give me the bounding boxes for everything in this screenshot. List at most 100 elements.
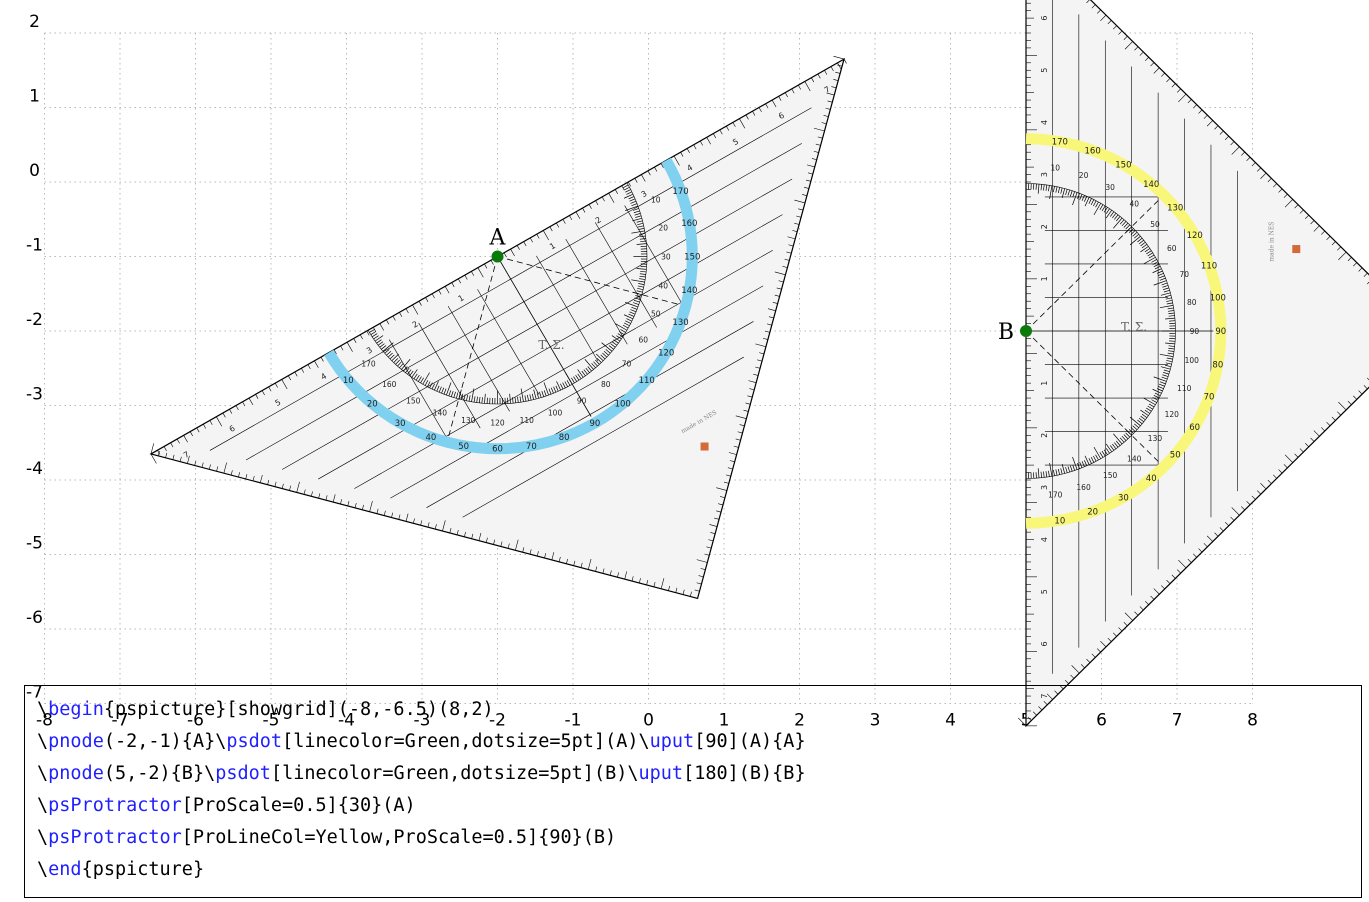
scale-tick	[485, 537, 488, 543]
degree-tick	[640, 240, 647, 243]
scale-tick	[1278, 188, 1283, 193]
scale-tick	[359, 334, 363, 340]
degree-tick	[401, 358, 411, 370]
x-tick-label: 1	[719, 711, 730, 731]
degree-tick	[1153, 280, 1167, 286]
made-in-label: made in NES	[1269, 222, 1276, 262]
degree-tick	[1163, 372, 1170, 375]
scale-tick	[289, 485, 292, 491]
scale-tick	[726, 125, 730, 131]
degree-tick	[1154, 392, 1161, 396]
scale-tick	[813, 127, 825, 132]
ruler-number: 5	[731, 137, 740, 147]
degree-tick	[637, 288, 644, 291]
scale-tick	[189, 431, 193, 437]
scale-tick	[771, 99, 777, 108]
degree-tick	[517, 396, 519, 403]
scale-tick	[1299, 448, 1304, 453]
degree-tick	[1166, 302, 1173, 305]
degree-tick	[405, 367, 410, 373]
ruler-number: 5	[1040, 68, 1049, 73]
degree-tick	[519, 396, 522, 403]
scale-tick	[1144, 57, 1149, 62]
degree-tick	[1128, 228, 1134, 233]
degree-tick	[1163, 369, 1170, 372]
code-text: [180](B){B}	[683, 763, 806, 784]
scale-tick	[1100, 640, 1107, 648]
scale-tick	[647, 170, 651, 176]
scale-tick	[157, 450, 161, 455]
degree-tick	[555, 385, 559, 392]
scale-tick	[318, 493, 321, 499]
degree-tick	[1105, 209, 1113, 219]
degree-tick	[543, 382, 549, 396]
degree-label-inner: 100	[1185, 356, 1200, 365]
degree-tick	[623, 322, 630, 327]
scale-tick	[680, 152, 684, 157]
degree-label-inner: 110	[1177, 384, 1192, 393]
code-text: [90](A){A}	[694, 731, 806, 752]
degree-label-inner: 170	[361, 359, 376, 368]
scale-tick	[179, 456, 182, 462]
scale-tick	[786, 251, 792, 254]
scale-tick	[778, 96, 782, 101]
degree-tick	[629, 311, 636, 315]
scale-tick	[1091, 653, 1096, 658]
degree-tick	[1057, 468, 1060, 475]
scale-tick	[802, 194, 808, 197]
scale-tick	[1038, 706, 1043, 711]
degree-tick	[387, 352, 393, 358]
degree-tick	[413, 373, 418, 379]
scale-tick	[806, 164, 815, 168]
scale-tick	[369, 501, 373, 512]
degree-tick	[1088, 458, 1092, 464]
scale-tick	[1299, 209, 1304, 214]
x-tick-label: 8	[1247, 711, 1258, 731]
scale-tick	[1203, 114, 1208, 119]
degree-label-inner: 100	[548, 409, 563, 418]
scale-tick	[1059, 685, 1064, 690]
degree-tick	[1168, 310, 1175, 312]
degree-tick	[1158, 383, 1165, 387]
x-tick-label: 6	[1096, 711, 1107, 731]
scale-tick	[634, 178, 638, 183]
degree-tick	[560, 383, 564, 390]
ruler-number: 4	[319, 372, 328, 382]
scale-tick	[1305, 214, 1309, 219]
degree-tick	[630, 309, 637, 313]
degree-tick	[615, 182, 628, 190]
x-tick-label: -2	[489, 711, 506, 731]
scale-tick	[811, 158, 817, 161]
scale-tick	[194, 460, 197, 466]
degree-tick	[634, 297, 641, 300]
scale-tick	[696, 582, 702, 585]
degree-label-inner: 110	[520, 416, 535, 425]
scale-tick	[493, 539, 496, 545]
scale-tick	[1251, 162, 1256, 167]
degree-tick	[438, 386, 442, 393]
degree-tick	[1069, 190, 1073, 197]
ruler-number: 3	[640, 189, 649, 199]
degree-tick	[548, 388, 552, 395]
degree-label-inner: 70	[622, 359, 632, 368]
brand-mark: T. Σ.	[1121, 320, 1147, 334]
degree-tick	[1099, 204, 1104, 210]
degree-tick	[1144, 248, 1151, 253]
degree-tick	[615, 323, 628, 331]
scale-tick	[458, 278, 462, 284]
ruler-number: 2	[411, 319, 420, 329]
code-text: \	[37, 731, 49, 752]
scale-tick	[301, 368, 305, 373]
degree-tick	[1045, 471, 1048, 478]
protractor-arc-band	[324, 157, 698, 455]
degree-label-outer: 90	[589, 419, 600, 429]
degree-tick	[1072, 191, 1075, 198]
degree-tick	[1166, 360, 1173, 363]
degree-tick	[481, 397, 483, 404]
code-text: [linecolor=Green,dotsize=5pt](B)\	[270, 763, 639, 784]
degree-tick	[1162, 285, 1169, 288]
degree-tick	[468, 395, 471, 402]
degree-tick	[631, 230, 645, 234]
degree-tick	[631, 279, 645, 283]
y-tick-label: -2	[26, 310, 43, 330]
